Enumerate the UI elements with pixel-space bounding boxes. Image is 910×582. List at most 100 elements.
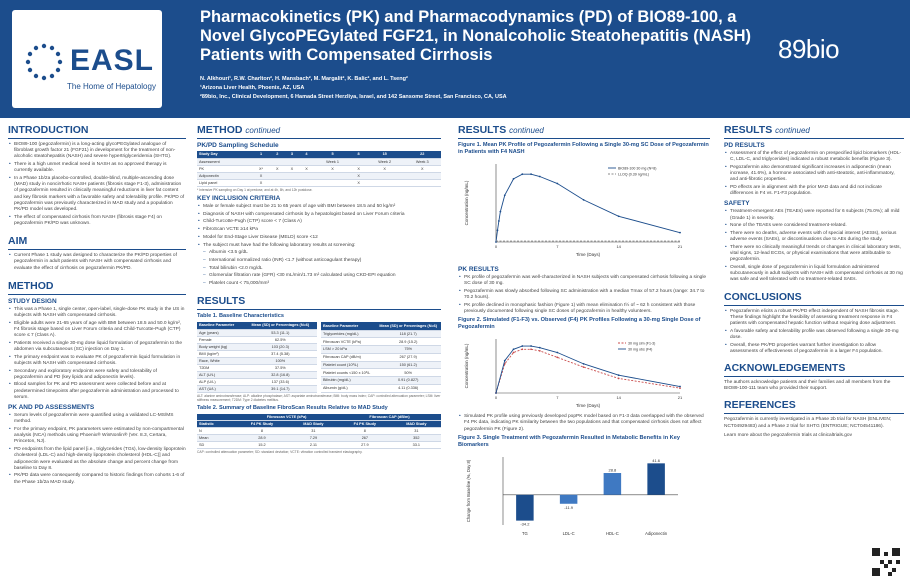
table-cell: 8: [235, 427, 289, 436]
method-heading: METHOD: [8, 280, 186, 295]
table-row: Fibroscan CAP (dB/m) 267 (27.9): [321, 353, 441, 362]
list-item: PK profile of pegozafermin was well-char…: [458, 275, 710, 287]
list-item: The effect of compensated cirrhosis from…: [8, 215, 186, 227]
table-cell: PK: [197, 165, 253, 173]
table-cell: Platelet counts <150 x 10³/L: [321, 368, 376, 378]
table-cell: X*: [252, 165, 270, 173]
table-row: Platelet counts <150 x 10³/L 50%: [321, 368, 441, 378]
data-point: [679, 385, 681, 388]
table-row: Albumin (g/dL) 4.11 (0.336): [321, 384, 441, 393]
list-item: Assessment of the effect of pegozafermin…: [724, 151, 904, 163]
fig2-title: Figure 2. Simulated (F1-F3) vs. Observed…: [458, 317, 701, 331]
aim-list: Current Phase 1 study was designed to ch…: [8, 253, 186, 272]
list-item: Male or female subject must be 21 to 65 …: [197, 204, 441, 210]
references-text-2: Learn more about the pegozafermin trials…: [724, 432, 852, 438]
x-axis-label: Time (Days): [576, 252, 601, 257]
table-cell: [269, 158, 285, 166]
table-cell: X: [252, 172, 270, 180]
table-cell: X: [252, 179, 270, 187]
data-point: [582, 199, 585, 201]
table-header: 3: [284, 151, 300, 159]
continued-label: continued: [775, 126, 810, 135]
list-item: Blood samples for PK and PD assessment w…: [8, 382, 186, 401]
table-cell: X: [351, 165, 366, 173]
table-header: MAD Study: [391, 420, 441, 429]
pk-results-list: PK profile of pegozafermin was well-char…: [458, 275, 710, 315]
list-item: Eligible adults were 21-65 years of age …: [8, 321, 186, 340]
table-header: Baseline Parameter: [321, 322, 376, 331]
data-point: [521, 348, 524, 351]
table-cell: Week 3: [403, 158, 441, 166]
list-item: For the primary endpoint, PK parameters …: [8, 427, 186, 446]
x-tick-label: Adiponectin: [645, 531, 668, 536]
list-item: There is a high unmet medical need in NA…: [8, 162, 186, 174]
schedule-note: * Intensive PK sampling on Day 1 at pred…: [197, 187, 313, 192]
heading-text: METHOD: [197, 124, 243, 136]
data-point: [495, 392, 497, 395]
qr-code-icon[interactable]: [872, 548, 900, 576]
table-header: [197, 413, 236, 422]
table-cell: Female: [197, 336, 244, 344]
table-cell: 50%: [375, 368, 441, 378]
table-cell: X: [351, 179, 366, 187]
table-cell: X: [313, 165, 352, 173]
table-cell: 15.2: [235, 441, 289, 450]
data-point: [617, 215, 620, 218]
data-point: [617, 377, 620, 380]
column-2: METHOD continued PK/PD Sampling Schedule…: [197, 124, 441, 455]
affiliation-1: ¹Arizona Liver Health, Phoenix, AZ, USA: [200, 85, 305, 91]
data-point: [521, 173, 524, 176]
x-tick-label: 14: [616, 244, 621, 249]
results-right-heading: RESULTS continued: [724, 124, 904, 139]
bar: [603, 472, 622, 495]
list-item: Overall, these PK/PD properties warrant …: [724, 343, 904, 355]
table-cell: Mean: [197, 434, 236, 443]
study-design-heading: STUDY DESIGN: [8, 297, 57, 305]
table-cell: 267 (27.9): [375, 353, 441, 362]
table-header: Baseline Parameter: [197, 322, 244, 330]
legend-label: LLOQ (0.39 ng/mL): [618, 173, 649, 177]
table-cell: 267: [338, 434, 392, 443]
criteria-heading: KEY INCLUSION CRITERIA: [197, 195, 281, 202]
table-cell: X: [269, 165, 285, 173]
easl-logo-text: EASL: [70, 44, 155, 77]
list-item: None of the TEAEs were considered treatm…: [724, 223, 904, 229]
data-point: [495, 241, 497, 243]
table2-note: CAP: controlled attenuation parameter; S…: [197, 450, 363, 455]
list-item: Total bilirubin <2.0 mg/dL: [197, 266, 441, 272]
ack-heading: ACKNOWLEDGEMENTS: [724, 362, 904, 378]
x-tick-label: 0: [495, 395, 498, 400]
list-item: Albumin <3.5 g/dL: [197, 250, 441, 256]
data-point: [496, 229, 499, 232]
aim-heading: AIM: [8, 235, 186, 251]
poster-header: EASL The Home of Hepatology Pharmacokine…: [0, 0, 910, 118]
list-item: Current Phase 1 study was designed to ch…: [8, 253, 186, 272]
table-cell: Week 1: [313, 158, 352, 166]
intro-heading: INTRODUCTION: [8, 124, 186, 139]
table-header: Mean (SD) or Percentages (N=6): [375, 322, 441, 331]
table-header: 22: [403, 151, 441, 159]
table-row: Mean 28.9 7.29 267 352: [197, 434, 441, 443]
x-tick-label: 21: [678, 244, 683, 249]
continued-label: continued: [245, 126, 281, 135]
list-item: Platelet count < 75,000/mm³: [197, 281, 441, 287]
table-cell: BMI (kg/m²): [197, 350, 244, 358]
data-label: 41.6: [652, 458, 661, 463]
poster-title: Pharmacokinetics (PK) and Pharmacodynami…: [200, 8, 752, 64]
table1-right: Baseline Parameter Mean (SD) or Percentag…: [321, 322, 441, 393]
table-cell: Bilirubin (mg/dL): [321, 376, 376, 385]
data-point: [512, 351, 515, 354]
table-cell: [351, 158, 366, 166]
bar: [647, 463, 665, 495]
table-row: SD 15.2 2.11 27.9 33.1: [197, 441, 441, 450]
y-axis-label: Concentration (ng/mL): [464, 343, 469, 388]
affiliation-2: ²89bio, Inc., Clinical Development, 6 Ha…: [200, 94, 507, 100]
list-item: Model for End-Stage Liver Disease (MELD)…: [197, 235, 441, 241]
easl-tagline: The Home of Hepatology: [67, 82, 156, 91]
data-point: [512, 177, 515, 180]
table-cell: 352: [391, 434, 441, 443]
schedule-heading: PK/PD Sampling Schedule: [197, 142, 279, 149]
table-row: Triglycerides (mg/dL) 118 (21.7): [321, 330, 441, 339]
column-3: RESULTS continued Figure 1. Mean PK Prof…: [458, 124, 710, 542]
